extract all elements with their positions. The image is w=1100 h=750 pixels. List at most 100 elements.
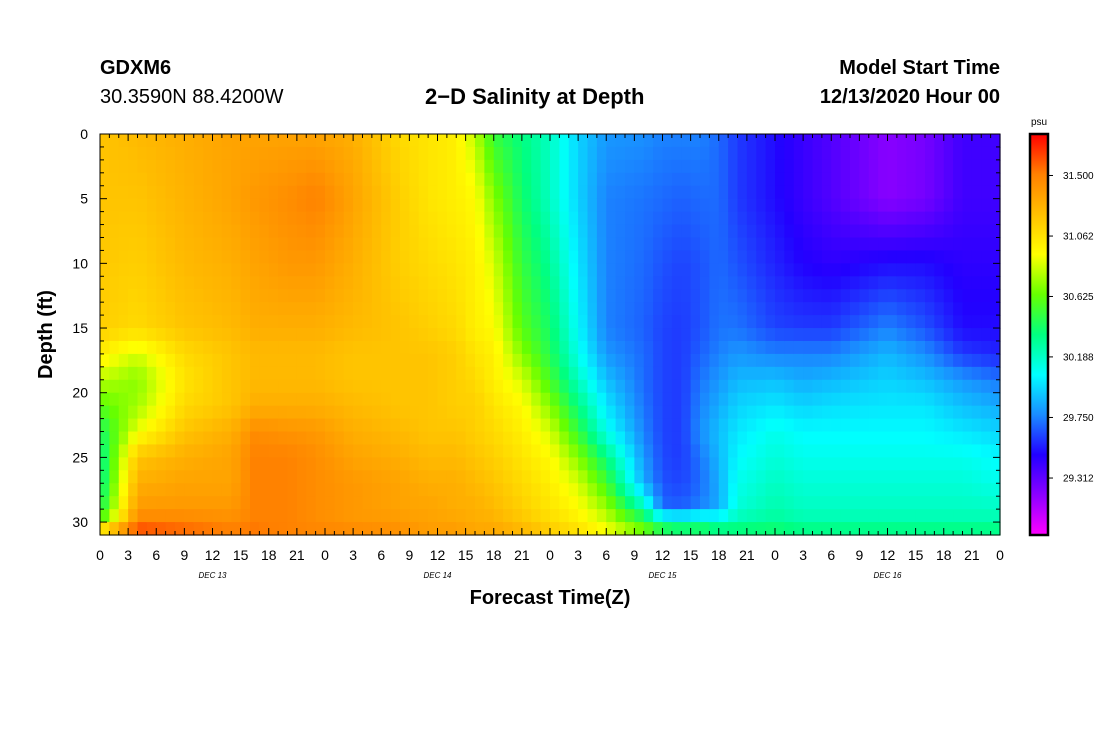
heatmap-cell [756, 418, 767, 433]
heatmap-cell [793, 392, 804, 407]
heatmap-cell [550, 198, 560, 213]
heatmap-cell [400, 185, 410, 200]
heatmap-cell [184, 315, 195, 329]
heatmap-cell [231, 496, 242, 510]
heatmap-cell [915, 328, 926, 342]
heatmap-cell [109, 302, 120, 316]
heatmap-cell [878, 444, 889, 458]
heatmap-cell [943, 224, 954, 239]
heatmap-cell [418, 146, 429, 161]
heatmap-cell [362, 405, 373, 420]
heatmap-cell [240, 211, 251, 226]
heatmap-cell [437, 134, 448, 148]
heatmap-cell [165, 328, 176, 342]
heatmap-cell [803, 146, 814, 161]
heatmap-cell [325, 276, 335, 290]
heatmap-cell [671, 134, 682, 148]
heatmap-cell [559, 353, 570, 368]
heatmap-cell [850, 496, 860, 510]
heatmap-cell [446, 470, 457, 484]
heatmap-cell [193, 328, 204, 342]
heatmap-cell [981, 405, 992, 420]
heatmap-cell [512, 366, 523, 381]
heatmap-cell [128, 237, 139, 252]
heatmap-cell [343, 302, 354, 316]
heatmap-cell [793, 431, 804, 446]
heatmap-cell [118, 522, 129, 536]
heatmap-cell [268, 353, 279, 368]
heatmap-cell [596, 289, 607, 303]
heatmap-cell [446, 444, 457, 458]
heatmap-cell [784, 211, 795, 226]
heatmap-cell [128, 405, 139, 420]
heatmap-cell [306, 159, 317, 174]
heatmap-cell [493, 418, 504, 433]
heatmap-cell [568, 237, 579, 252]
heatmap-cell [625, 509, 635, 523]
x-tick-label: 15 [683, 547, 699, 563]
heatmap-cell [765, 289, 776, 303]
heatmap-cell [381, 340, 392, 355]
heatmap-cell [118, 198, 129, 213]
heatmap-cell [193, 405, 204, 420]
heatmap-cell [578, 483, 589, 497]
heatmap-cell [550, 263, 560, 277]
heatmap-cell [109, 328, 120, 342]
heatmap-cell [737, 509, 748, 523]
heatmap-cell [906, 263, 917, 277]
heatmap-cell [259, 198, 270, 213]
heatmap-cell [878, 496, 889, 510]
heatmap-cell [700, 340, 710, 355]
heatmap-cell [193, 237, 204, 252]
heatmap-cell [521, 353, 532, 368]
heatmap-cell [728, 172, 739, 187]
heatmap-cell [718, 522, 729, 536]
heatmap-cell [728, 224, 739, 239]
heatmap-cell [100, 431, 110, 446]
heatmap-cell [118, 405, 129, 420]
heatmap-cell [906, 237, 917, 252]
heatmap-cell [868, 366, 879, 381]
heatmap-cell [287, 315, 298, 329]
heatmap-cell [550, 328, 560, 342]
heatmap-cell [156, 392, 167, 407]
heatmap-cell [484, 237, 495, 252]
heatmap-cell [840, 496, 851, 510]
heatmap-cell [221, 379, 232, 394]
heatmap-cell [465, 379, 476, 394]
heatmap-cell [203, 431, 214, 446]
heatmap-cell [512, 509, 523, 523]
heatmap-cell [268, 340, 279, 355]
heatmap-cell [775, 302, 785, 316]
heatmap-cell [512, 328, 523, 342]
heatmap-cell [325, 250, 335, 264]
heatmap-cell [212, 457, 223, 471]
heatmap-cell [887, 276, 898, 290]
heatmap-cell [887, 146, 898, 161]
heatmap-cell [306, 457, 317, 471]
heatmap-cell [118, 146, 129, 161]
heatmap-cell [512, 224, 523, 239]
heatmap-cell [850, 276, 860, 290]
heatmap-cell [700, 522, 710, 536]
heatmap-cell [943, 134, 954, 148]
heatmap-cell [446, 483, 457, 497]
heatmap-cell [390, 431, 401, 446]
heatmap-cell [634, 457, 645, 471]
heatmap-cell [409, 496, 420, 510]
heatmap-cell [456, 379, 467, 394]
heatmap-cell [100, 379, 110, 394]
heatmap-cell [925, 172, 935, 187]
heatmap-cell [540, 379, 551, 394]
heatmap-cell [400, 276, 410, 290]
heatmap-cell [418, 315, 429, 329]
heatmap-cell [362, 431, 373, 446]
heatmap-cell [718, 444, 729, 458]
heatmap-cell [475, 134, 485, 148]
heatmap-cell [268, 276, 279, 290]
heatmap-cell [746, 134, 757, 148]
heatmap-cell [400, 289, 410, 303]
heatmap-cell [765, 431, 776, 446]
heatmap-cell [212, 340, 223, 355]
heatmap-cell [418, 250, 429, 264]
